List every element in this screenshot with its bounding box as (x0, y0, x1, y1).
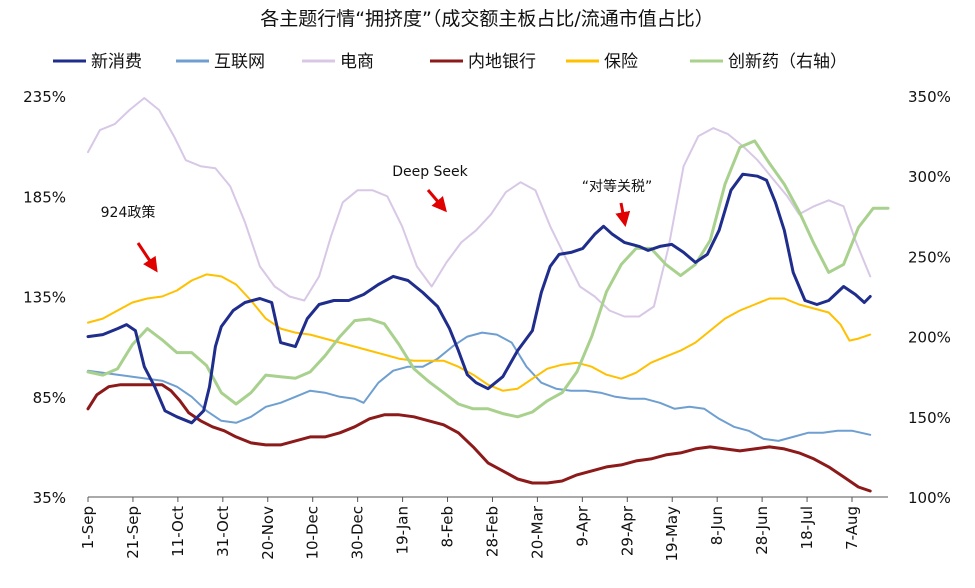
legend: 新消费 互联网 电商 内地银行 保险 创新药（右轴） (53, 52, 847, 72)
x-tick-label: 28-Feb (483, 506, 501, 557)
series-layer (86, 97, 890, 493)
right-tick-label: 350% (908, 88, 951, 106)
legend-label: 互联网 (214, 52, 265, 72)
legend-label: 电商 (340, 52, 374, 72)
x-tick-label: 10-Dec (304, 506, 322, 560)
annotation-tariff-arrow (615, 202, 631, 227)
x-tick-label: 31-Oct (214, 506, 232, 557)
left-tick-label: 85% (33, 389, 66, 407)
x-tick-label: 11-Oct (169, 506, 187, 557)
x-tick-label: 8-Jun (708, 506, 726, 545)
left-tick-label: 185% (23, 188, 66, 206)
series-line-3 (86, 383, 872, 493)
annotation-tariff: “对等关税” (582, 178, 653, 195)
x-tick-label: 21-Sep (124, 506, 142, 559)
x-tick-label: 18-Jul (798, 506, 816, 549)
legend-label: 创新药（右轴） (728, 52, 847, 72)
chart-title: 各主题行情“拥挤度”（成交额主板占比/流通市值占比） (260, 8, 714, 30)
x-tick-label: 19-May (663, 506, 681, 562)
x-tick-label: 9-Apr (573, 505, 591, 546)
annotation-deepseek-arrow (426, 189, 447, 213)
legend-label: 内地银行 (468, 52, 536, 72)
annotation-deepseek: Deep Seek (392, 164, 468, 180)
x-tick-label: 1-Sep (79, 506, 97, 549)
x-tick-label: 20-Mar (528, 505, 546, 559)
annotations: 924政策 Deep Seek “对等关税” (101, 164, 653, 273)
series-line-0 (86, 172, 872, 425)
right-tick-label: 250% (908, 248, 951, 266)
x-tick-label: 29-Apr (618, 505, 636, 556)
left-tick-label: 135% (23, 289, 66, 307)
left-tick-label: 35% (33, 489, 66, 507)
legend-label: 保险 (604, 52, 638, 72)
series-line-1 (87, 331, 872, 442)
series-line-5 (86, 139, 890, 419)
left-tick-label: 235% (23, 88, 66, 106)
right-axis: 100% 150% 200% 250% 300% 350% (908, 88, 951, 507)
x-tick-label: 8-Feb (439, 506, 457, 548)
x-tick-label: 28-Jun (753, 506, 771, 555)
right-tick-label: 300% (908, 168, 951, 186)
series-line-2 (87, 97, 872, 318)
annotation-924-arrow (136, 242, 158, 273)
right-tick-label: 200% (908, 329, 951, 347)
right-tick-label: 150% (908, 409, 951, 427)
x-axis: 1-Sep 21-Sep 11-Oct 31-Oct 20-Nov 10-Dec 30-De… (79, 497, 861, 562)
x-tick-label: 7-Aug (843, 506, 861, 550)
right-tick-label: 100% (908, 489, 951, 507)
legend-label: 新消费 (91, 52, 142, 72)
x-tick-label: 20-Nov (259, 506, 277, 560)
annotation-924: 924政策 (101, 204, 156, 221)
left-axis: 35% 85% 135% 185% 235% (23, 88, 66, 507)
x-tick-label: 30-Dec (349, 506, 367, 560)
x-tick-label: 19-Jan (394, 506, 412, 554)
series-line-4 (87, 273, 872, 392)
